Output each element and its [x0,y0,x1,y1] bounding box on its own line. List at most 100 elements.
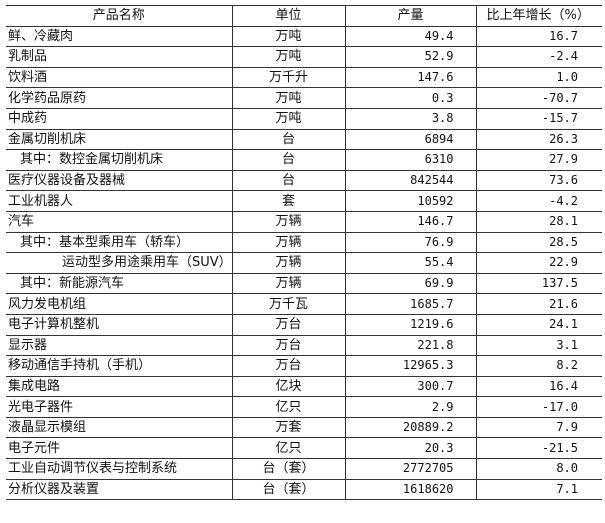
output-value: 2.9 [344,396,476,418]
table-row: 乳制品 万吨 52.9 -2.4 [6,46,602,68]
growth-value: -17.0 [475,396,602,418]
table-row: 液晶显示模组 万套 20889.2 7.9 [6,416,602,439]
growth-value: 28.1 [475,210,602,233]
output-value: 12965.3 [344,355,476,377]
growth-value: 24.1 [475,313,602,336]
growth-value: 1.0 [475,66,602,89]
unit: 台 [231,169,345,192]
growth-value: 21.6 [475,293,602,315]
output-value: 146.7 [344,210,476,233]
output-value: 1618620 [344,478,476,501]
header-growth: 比上年增长（%） [475,5,602,27]
growth-value: -4.2 [475,190,602,212]
growth-value: 8.2 [475,355,602,377]
growth-value: 73.6 [475,169,602,192]
table-row: 风力发电机组 万千瓦 1685.7 21.6 [6,293,602,315]
output-value: 49.4 [344,25,476,48]
header-row: 产品名称 单位 产量 比上年增长（%） [6,5,602,27]
unit: 万台 [231,355,345,377]
unit: 万辆 [231,272,345,295]
growth-value: 22.9 [475,252,602,274]
unit: 亿只 [231,396,345,418]
table-row: 汽车 万辆 146.7 28.1 [6,210,602,233]
product-name: 中成药 [6,107,232,130]
table-row: 集成电路 亿块 300.7 16.4 [6,375,602,398]
header-output: 产量 [344,5,476,27]
unit: 万千瓦 [231,293,345,315]
growth-value: 28.5 [475,231,602,254]
table-row: 医疗仪器设备及器械台 842544 73.6 [6,169,602,192]
product-name: 鲜、冷藏肉 [6,25,232,48]
table-row: 移动通信手持机（手机） 万台 12965.3 8.2 [6,355,602,377]
product-name: 其中：新能源汽车 [6,272,232,295]
table-row: 金属切削机床台 6894 26.3 [6,128,602,151]
unit: 万吨 [231,107,345,130]
unit: 台（套） [231,458,345,480]
table-row: 光电子器件 亿只 2.9 -17.0 [6,396,602,418]
output-value: 3.8 [344,107,476,130]
unit: 万套 [231,416,345,439]
unit: 万吨 [231,25,345,48]
table-row: 鲜、冷藏肉 万吨 49.4 16.7 [6,25,602,48]
product-name: 工业机器人 [6,190,232,212]
product-name: 其中：数控金属切削机床 [6,149,232,171]
growth-value: -70.7 [475,87,602,109]
growth-value: 8.0 [475,458,602,480]
unit: 万吨 [231,46,345,68]
output-value: 147.6 [344,66,476,89]
product-name: 移动通信手持机（手机） [6,355,232,377]
product-name: 分析仪器及装置 [6,478,232,501]
output-value: 10592 [344,190,476,212]
output-value: 6894 [344,128,476,151]
output-value: 1219.6 [344,313,476,336]
output-value: 76.9 [344,231,476,254]
unit: 亿只 [231,437,345,460]
output-value: 300.7 [344,375,476,398]
growth-value: 16.7 [475,25,602,48]
unit: 台 [231,149,345,171]
table-row: 工业自动调节仪表与控制系统 台（套） 2772705 8.0 [6,458,602,480]
unit: 亿块 [231,375,345,398]
product-name: 化学药品原药 [6,87,232,109]
growth-value: -2.4 [475,46,602,68]
growth-value: -21.5 [475,437,602,460]
output-value: 55.4 [344,252,476,274]
product-name: 汽车 [6,210,232,233]
growth-value: 26.3 [475,128,602,151]
product-name: 饮料酒 [6,66,232,89]
output-value: 20.3 [344,437,476,460]
output-value: 0.3 [344,87,476,109]
table-row: 电子计算机整机 万台 1219.6 24.1 [6,313,602,336]
product-name: 医疗仪器设备及器械 [6,169,232,192]
header-product-name: 产品名称 [6,5,232,27]
table-row: 电子元件 亿只 20.3 -21.5 [6,437,602,460]
table-row: 工业机器人套 10592 -4.2 [6,190,602,212]
output-value: 2772705 [344,458,476,480]
output-value: 6310 [344,149,476,171]
output-value: 221.8 [344,334,476,357]
table-row: 中成药 万吨 3.8 -15.7 [6,107,602,130]
header-unit: 单位 [231,5,345,27]
unit: 万辆 [231,210,345,233]
product-name: 显示器 [6,334,232,357]
unit: 万吨 [231,87,345,109]
unit: 万辆 [231,231,345,254]
growth-value: 7.1 [475,478,602,501]
output-value: 20889.2 [344,416,476,439]
unit: 万台 [231,334,345,357]
unit: 套 [231,190,345,212]
unit: 万千升 [231,66,345,89]
product-name: 其中：基本型乘用车（轿车） [6,231,232,254]
table-row: 其中：基本型乘用车（轿车） 万辆 76.9 28.5 [6,231,602,254]
unit: 台 [231,128,345,151]
unit: 万台 [231,313,345,336]
table-row: 显示器 万台 221.8 3.1 [6,334,602,357]
output-value: 842544 [344,169,476,192]
output-value: 69.9 [344,272,476,295]
table-row: 其中：新能源汽车 万辆 69.9 137.5 [6,272,602,295]
product-name: 电子计算机整机 [6,313,232,336]
unit: 台（套） [231,478,345,501]
table-row: 其中：数控金属切削机床台 6310 27.9 [6,149,602,171]
product-name: 液晶显示模组 [6,416,232,439]
product-output-table: 产品名称 单位 产量 比上年增长（%） 鲜、冷藏肉 万吨 49.4 16.7 乳制品 万吨… [6,5,602,501]
